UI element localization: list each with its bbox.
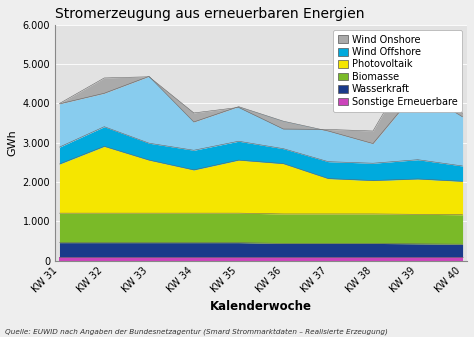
Text: Stromerzeugung aus erneuerbaren Energien: Stromerzeugung aus erneuerbaren Energien: [55, 7, 365, 21]
Text: Quelle: EUWID nach Angaben der Bundesnetzagentur (Smard Strommarktdaten – Realis: Quelle: EUWID nach Angaben der Bundesnet…: [5, 329, 388, 335]
X-axis label: Kalenderwoche: Kalenderwoche: [210, 300, 312, 313]
Legend: Wind Onshore, Wind Offshore, Photovoltaik, Biomasse, Wasserkraft, Sonstige Erneu: Wind Onshore, Wind Offshore, Photovoltai…: [333, 30, 462, 112]
Y-axis label: GWh: GWh: [7, 129, 17, 156]
